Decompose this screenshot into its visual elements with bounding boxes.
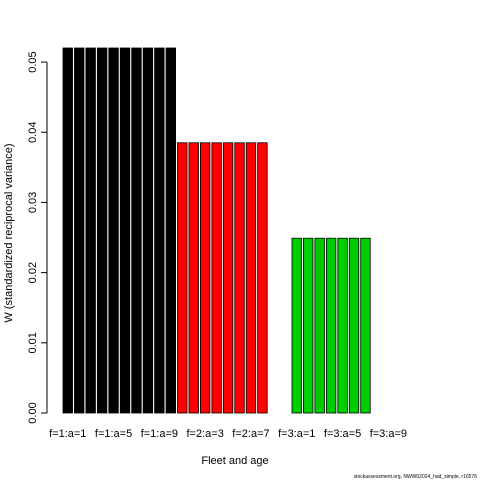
bar bbox=[348, 237, 360, 414]
y-tick-label: 0.03 bbox=[27, 192, 39, 213]
bar bbox=[325, 237, 337, 414]
bar bbox=[62, 47, 73, 414]
y-tick-label: 0.01 bbox=[27, 332, 39, 353]
bar bbox=[234, 142, 245, 414]
x-tick-label: f=3:a=5 bbox=[324, 428, 361, 440]
bar bbox=[222, 142, 234, 414]
bar bbox=[199, 142, 211, 414]
bar bbox=[177, 142, 188, 414]
bar bbox=[188, 142, 199, 414]
bar bbox=[108, 47, 119, 414]
bar bbox=[165, 47, 176, 414]
y-tick-label: 0.04 bbox=[27, 122, 39, 143]
bar bbox=[314, 237, 325, 414]
bar bbox=[74, 47, 85, 414]
footnote: stockassessment.org, NWW02024_had_simple… bbox=[354, 474, 478, 480]
x-tick-label: f=2:a=3 bbox=[187, 428, 224, 440]
bar bbox=[337, 237, 348, 414]
bar bbox=[303, 237, 314, 414]
bar bbox=[119, 47, 131, 414]
bar bbox=[131, 47, 142, 414]
x-tick-label: f=3:a=1 bbox=[278, 428, 315, 440]
bar bbox=[291, 237, 302, 414]
x-axis-label: Fleet and age bbox=[201, 455, 268, 467]
y-tick-label: 0.02 bbox=[27, 262, 39, 283]
bar bbox=[360, 237, 371, 414]
bar bbox=[211, 142, 222, 414]
y-tick-label: 0.00 bbox=[27, 402, 39, 423]
bar bbox=[245, 142, 257, 414]
x-tick-label: f=2:a=7 bbox=[232, 428, 269, 440]
x-tick-label: f=1:a=5 bbox=[95, 428, 132, 440]
bar bbox=[142, 47, 154, 414]
x-tick-label: f=3:a=9 bbox=[370, 428, 407, 440]
y-tick-label: 0.05 bbox=[27, 51, 39, 72]
x-tick-label: f=1:a=9 bbox=[141, 428, 178, 440]
y-axis-label: W (standardized reciprocal variance) bbox=[3, 143, 15, 322]
bar bbox=[96, 47, 108, 414]
bar bbox=[154, 47, 165, 414]
bar bbox=[85, 47, 96, 414]
x-tick-label: f=1:a=1 bbox=[49, 428, 86, 440]
bar bbox=[257, 142, 268, 414]
